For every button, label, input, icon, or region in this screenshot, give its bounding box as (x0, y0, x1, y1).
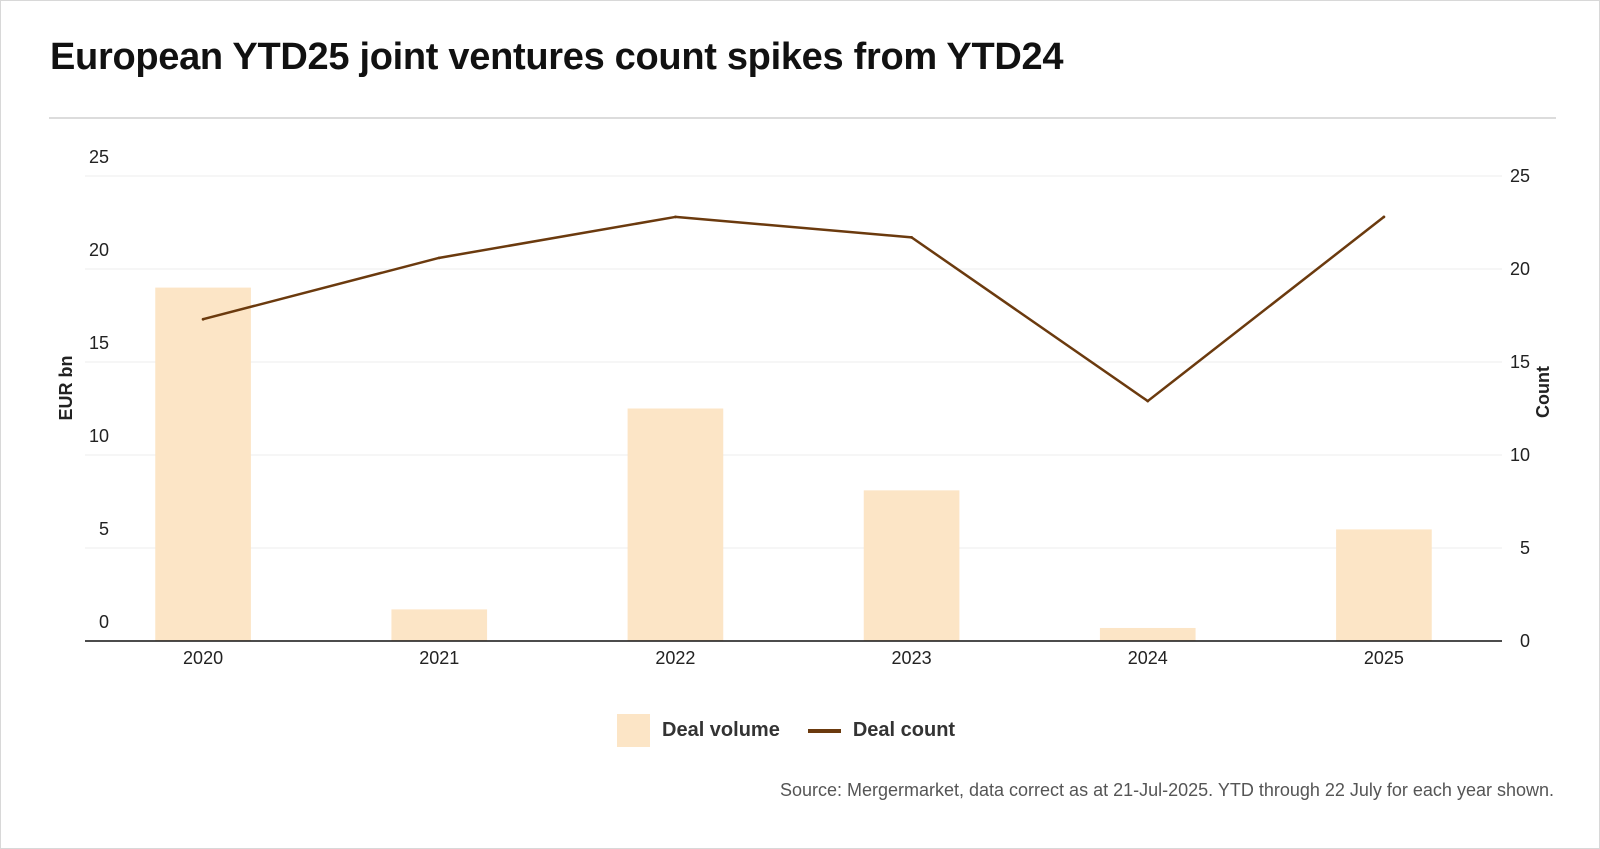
legend-swatch-deal-count (807, 728, 841, 733)
x-tick-label: 2024 (1128, 648, 1168, 668)
title-divider (49, 117, 1556, 119)
x-tick-label: 2022 (655, 648, 695, 668)
chart-title: European YTD25 joint ventures count spik… (50, 36, 1064, 78)
x-tick-label: 2020 (183, 648, 223, 668)
line-deal-count (202, 215, 1385, 403)
y-right-tick-label: 10 (1510, 445, 1530, 465)
line-series-deal-count (201, 215, 1386, 403)
y-right-tick-label: 0 (1520, 631, 1530, 651)
point-deal-count-2020 (201, 317, 205, 321)
point-deal-count-2025 (1382, 215, 1386, 219)
bar-series-deal-volume (155, 287, 1432, 641)
point-deal-count-2023 (910, 235, 913, 239)
bar-deal-volume-2024 (1099, 627, 1196, 641)
x-tick-label: 2023 (892, 648, 932, 668)
bar-deal-volume-2023 (863, 490, 960, 641)
source-note: Source: Mergermarket, data correct as at… (779, 780, 1554, 800)
y-axis-right-title: Count (1533, 366, 1553, 418)
bar-deal-volume-2025 (1336, 529, 1432, 641)
legend-swatch-deal-volume (617, 714, 650, 747)
y-right-tick-label: 15 (1510, 352, 1530, 372)
bar-deal-volume-2021 (391, 609, 488, 641)
point-deal-count-2021 (437, 256, 441, 260)
y-axis-left-title: EUR bn (56, 356, 76, 421)
y-right-tick-label: 25 (1510, 166, 1530, 186)
x-tick-label: 2021 (419, 648, 459, 668)
chart-legend: Deal volume Deal count (617, 714, 955, 747)
point-deal-count-2024 (1146, 399, 1150, 403)
y-left-tick-label: 0 (99, 612, 109, 632)
point-deal-count-2022 (674, 215, 677, 219)
y-left-tick-label: 20 (89, 240, 109, 260)
y-left-tick-label: 25 (89, 147, 109, 167)
legend-label-deal-count: Deal count (852, 719, 956, 741)
x-tick-label: 2025 (1364, 648, 1404, 668)
y-right-tick-label: 5 (1520, 538, 1530, 558)
bar-deal-volume-2020 (155, 287, 251, 641)
legend-label-deal-volume: Deal volume (662, 719, 780, 741)
bar-deal-volume-2022 (627, 408, 724, 641)
gridlines (85, 175, 1502, 549)
y-right-tick-label: 20 (1510, 259, 1530, 279)
y-left-tick-label: 5 (99, 519, 109, 539)
y-left-tick-label: 15 (89, 333, 109, 353)
y-left-tick-label: 10 (89, 426, 109, 446)
